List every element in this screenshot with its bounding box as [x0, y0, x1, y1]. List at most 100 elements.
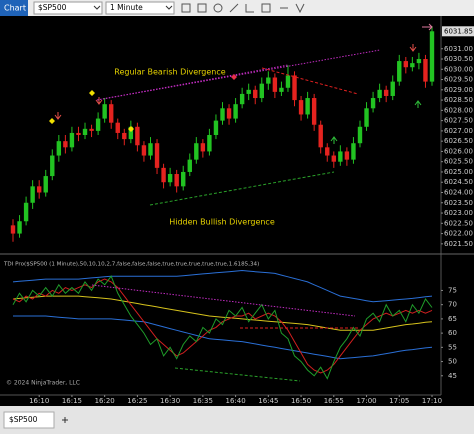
interval-dropdown[interactable] — [105, 1, 175, 15]
candle-body — [174, 174, 179, 187]
dropdown-caret — [165, 5, 173, 10]
dropdown-caret — [93, 5, 101, 10]
y-tick-label: 6023.50 — [444, 199, 473, 207]
plot-layer: 6021.50 6022.00 6022.50 6023.00 6023.50 6024.… — [10, 26, 474, 405]
candle-body — [397, 61, 402, 82]
candle-body — [213, 120, 219, 135]
candle-body — [233, 104, 238, 119]
candle-body — [246, 89, 251, 94]
x-tick-label: 16:40 — [226, 397, 246, 405]
y-tick-label: 6024.00 — [444, 189, 473, 197]
candle-body — [344, 151, 350, 160]
candle-body — [357, 126, 363, 144]
toolbar-icons[interactable] — [181, 3, 305, 14]
y-tick-label: 6025.50 — [444, 158, 473, 166]
y-tick-label: 6025.00 — [444, 168, 473, 176]
candle-body — [89, 128, 94, 131]
y-tick-label: 6027.50 — [444, 117, 473, 125]
last-price-label: 6031.85 — [444, 27, 473, 35]
annotation: Regular Bearish Divergence — [114, 68, 225, 77]
tab-bar — [0, 406, 474, 434]
divergence-line — [91, 284, 356, 317]
candle-body — [23, 202, 29, 222]
candle-body — [403, 61, 409, 68]
x-tick-label: 17:10 — [422, 397, 442, 405]
candle-body — [63, 141, 68, 148]
candle-body — [253, 89, 258, 99]
candle-body — [95, 118, 101, 131]
candle-body — [292, 75, 297, 101]
add-tab-button[interactable] — [62, 417, 68, 423]
candle-body — [279, 87, 284, 92]
y-tick-label: 6029.00 — [444, 86, 473, 94]
instrument-dropdown[interactable] — [33, 1, 103, 15]
candle-body — [207, 135, 212, 152]
y-tick-label: 6024.50 — [444, 178, 473, 186]
chart-tab[interactable] — [3, 411, 55, 429]
candle-body — [305, 98, 310, 115]
y-tick-label: 75 — [448, 286, 457, 294]
x-tick-label: 16:45 — [258, 397, 278, 405]
y-tick-label: 6023.00 — [444, 209, 473, 217]
candle-body — [220, 108, 225, 121]
candle-body — [364, 108, 369, 127]
y-tick-label: 6027.00 — [444, 127, 473, 135]
candle-body — [370, 98, 376, 109]
last-price-box — [442, 26, 474, 37]
candle-body — [30, 186, 35, 203]
x-tick-label: 16:15 — [62, 397, 82, 405]
candle-body — [76, 132, 81, 135]
y-tick-label: 45 — [448, 372, 457, 380]
candle-body — [36, 186, 42, 193]
candle-body — [331, 155, 336, 162]
bullish-divergence-line — [149, 171, 335, 206]
chart-tab-label: $SP500 — [9, 415, 38, 424]
candle-body — [259, 83, 264, 99]
candle-body — [135, 126, 140, 146]
candle-body — [128, 126, 134, 140]
candle-body — [351, 143, 356, 160]
copyright: © 2024 NinjaTrader, LLC — [6, 380, 80, 387]
y-tick-label: 6022.50 — [444, 219, 473, 227]
candle-body — [56, 141, 62, 156]
candle-body — [200, 143, 206, 152]
candle-body — [423, 59, 428, 82]
instrument-label: $SP500 — [38, 3, 67, 12]
candle-body — [383, 89, 389, 96]
candle-body — [50, 155, 55, 177]
y-tick-label: 50 — [448, 358, 457, 366]
candle-body — [167, 174, 173, 183]
y-tick-label: 6021.50 — [444, 240, 473, 248]
candle-body — [181, 171, 186, 187]
candle-body — [115, 122, 120, 133]
y-tick-label: 6028.00 — [444, 106, 473, 114]
y-tick-label: 6029.50 — [444, 76, 473, 84]
x-tick-label: 16:30 — [160, 397, 180, 405]
y-tick-label: 6026.00 — [444, 147, 473, 155]
y-tick-label: 55 — [448, 343, 457, 351]
candle-body — [10, 225, 16, 234]
indicator-line — [13, 315, 433, 360]
x-tick-label: 16:10 — [29, 397, 49, 405]
x-tick-label: 16:25 — [127, 397, 147, 405]
y-tick-label: 6026.50 — [444, 137, 473, 145]
candle-body — [338, 151, 343, 162]
candle-body — [226, 108, 232, 119]
candle-body — [377, 89, 382, 99]
candle-body — [43, 176, 48, 193]
candle-body — [109, 104, 114, 123]
candle-body — [161, 167, 166, 183]
window-tab[interactable] — [0, 0, 28, 16]
candle-body — [239, 93, 245, 105]
bearish-divergence-line — [261, 67, 359, 95]
candle-body — [148, 143, 153, 156]
candle-body — [298, 100, 304, 115]
y-tick-label: 6030.00 — [444, 65, 473, 73]
candle-body — [141, 145, 147, 156]
bearish-divergence-line — [96, 64, 289, 101]
candle-body — [82, 128, 88, 135]
y-tick-label: 6030.50 — [444, 55, 473, 63]
y-tick-label: 65 — [448, 315, 457, 323]
candle-body — [122, 132, 127, 140]
signal-markers — [49, 23, 433, 144]
